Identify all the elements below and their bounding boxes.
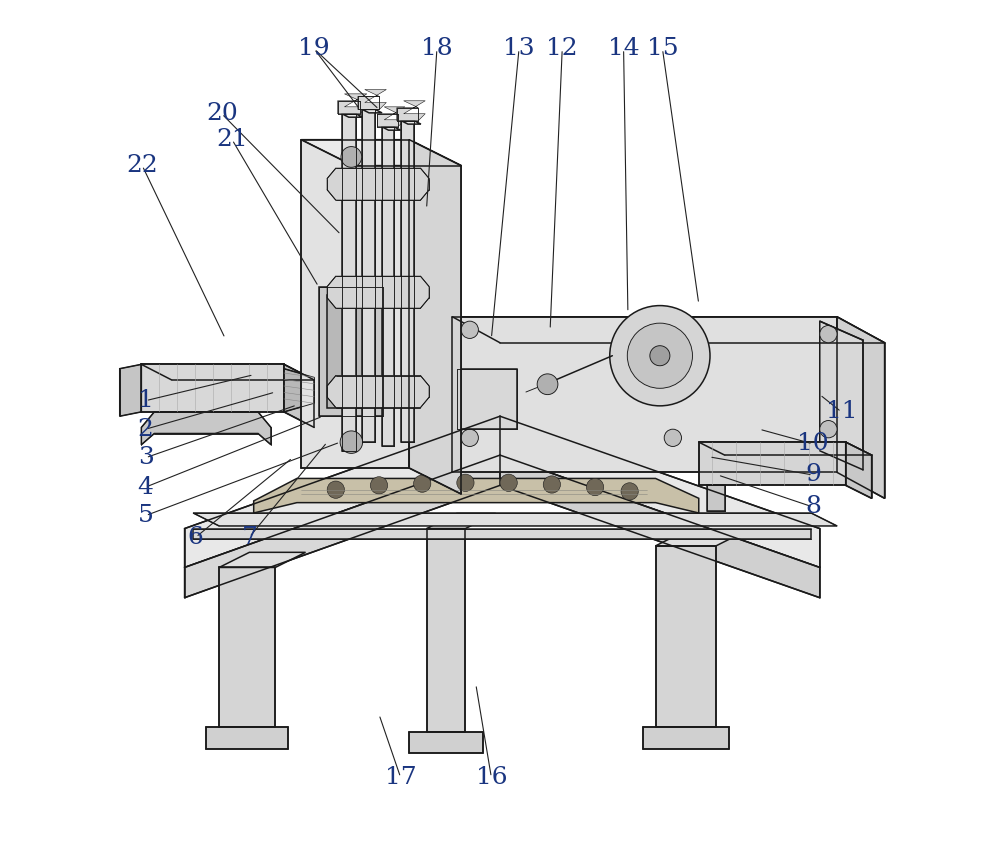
Polygon shape xyxy=(219,568,275,727)
Polygon shape xyxy=(284,368,314,412)
Text: 19: 19 xyxy=(298,37,330,61)
Circle shape xyxy=(543,476,560,493)
Circle shape xyxy=(664,429,681,447)
Text: 3: 3 xyxy=(138,447,154,469)
Polygon shape xyxy=(820,321,863,470)
Circle shape xyxy=(650,346,670,366)
Circle shape xyxy=(500,474,517,492)
Polygon shape xyxy=(427,529,465,732)
Polygon shape xyxy=(656,531,746,546)
Polygon shape xyxy=(284,364,314,427)
Circle shape xyxy=(621,483,638,500)
Circle shape xyxy=(586,479,604,496)
Polygon shape xyxy=(382,127,394,447)
Polygon shape xyxy=(699,442,872,455)
Circle shape xyxy=(340,431,363,453)
Polygon shape xyxy=(427,513,496,529)
Polygon shape xyxy=(342,114,363,117)
Text: 15: 15 xyxy=(647,37,678,61)
Text: 8: 8 xyxy=(805,495,821,518)
Polygon shape xyxy=(219,552,306,568)
Text: 7: 7 xyxy=(241,525,257,549)
Polygon shape xyxy=(362,109,375,442)
Circle shape xyxy=(820,420,837,438)
Text: 6: 6 xyxy=(188,525,204,549)
Circle shape xyxy=(327,481,344,499)
Polygon shape xyxy=(358,89,386,109)
Polygon shape xyxy=(362,109,382,113)
Polygon shape xyxy=(327,168,429,200)
Polygon shape xyxy=(452,316,885,342)
Polygon shape xyxy=(327,375,429,407)
Polygon shape xyxy=(409,140,461,494)
Polygon shape xyxy=(193,529,811,539)
Polygon shape xyxy=(327,277,429,308)
Circle shape xyxy=(610,305,710,406)
Text: 2: 2 xyxy=(138,418,154,440)
Text: 4: 4 xyxy=(138,476,154,499)
Circle shape xyxy=(627,323,692,388)
Polygon shape xyxy=(254,479,699,513)
Text: 16: 16 xyxy=(476,766,507,789)
Polygon shape xyxy=(409,732,483,753)
Polygon shape xyxy=(377,107,405,127)
Polygon shape xyxy=(452,316,837,473)
Text: 5: 5 xyxy=(138,504,154,527)
Circle shape xyxy=(664,321,681,338)
Polygon shape xyxy=(699,442,846,486)
Polygon shape xyxy=(327,296,375,407)
Circle shape xyxy=(461,321,478,338)
Polygon shape xyxy=(141,364,314,380)
Polygon shape xyxy=(141,412,271,445)
Text: 18: 18 xyxy=(421,37,453,61)
Polygon shape xyxy=(141,364,284,412)
Polygon shape xyxy=(338,94,367,114)
Text: 9: 9 xyxy=(805,464,821,486)
Circle shape xyxy=(461,429,478,447)
Polygon shape xyxy=(656,546,716,727)
Text: 11: 11 xyxy=(826,401,857,423)
Circle shape xyxy=(414,475,431,492)
Polygon shape xyxy=(193,513,837,526)
Polygon shape xyxy=(846,442,872,499)
Polygon shape xyxy=(206,727,288,749)
Circle shape xyxy=(457,474,474,492)
Polygon shape xyxy=(707,486,725,512)
Text: 21: 21 xyxy=(216,128,248,151)
Polygon shape xyxy=(382,127,401,130)
Polygon shape xyxy=(301,140,461,166)
Text: 14: 14 xyxy=(608,37,639,61)
Text: 1: 1 xyxy=(138,389,154,412)
Circle shape xyxy=(820,325,837,342)
Polygon shape xyxy=(185,455,500,597)
Text: 13: 13 xyxy=(503,37,535,61)
Circle shape xyxy=(370,477,388,494)
Polygon shape xyxy=(342,114,356,451)
Polygon shape xyxy=(185,416,820,568)
Polygon shape xyxy=(837,316,885,499)
Polygon shape xyxy=(500,455,820,597)
Text: 17: 17 xyxy=(385,766,416,789)
Polygon shape xyxy=(397,101,425,121)
Text: 20: 20 xyxy=(206,102,238,125)
Text: 10: 10 xyxy=(797,433,829,455)
Text: 12: 12 xyxy=(546,37,578,61)
Polygon shape xyxy=(457,368,517,429)
Polygon shape xyxy=(401,121,421,124)
Text: 22: 22 xyxy=(126,154,158,177)
Polygon shape xyxy=(401,121,414,442)
Polygon shape xyxy=(120,364,141,416)
Circle shape xyxy=(537,374,558,394)
Polygon shape xyxy=(643,727,729,749)
Circle shape xyxy=(341,147,362,167)
Polygon shape xyxy=(301,140,409,468)
Polygon shape xyxy=(319,287,383,416)
